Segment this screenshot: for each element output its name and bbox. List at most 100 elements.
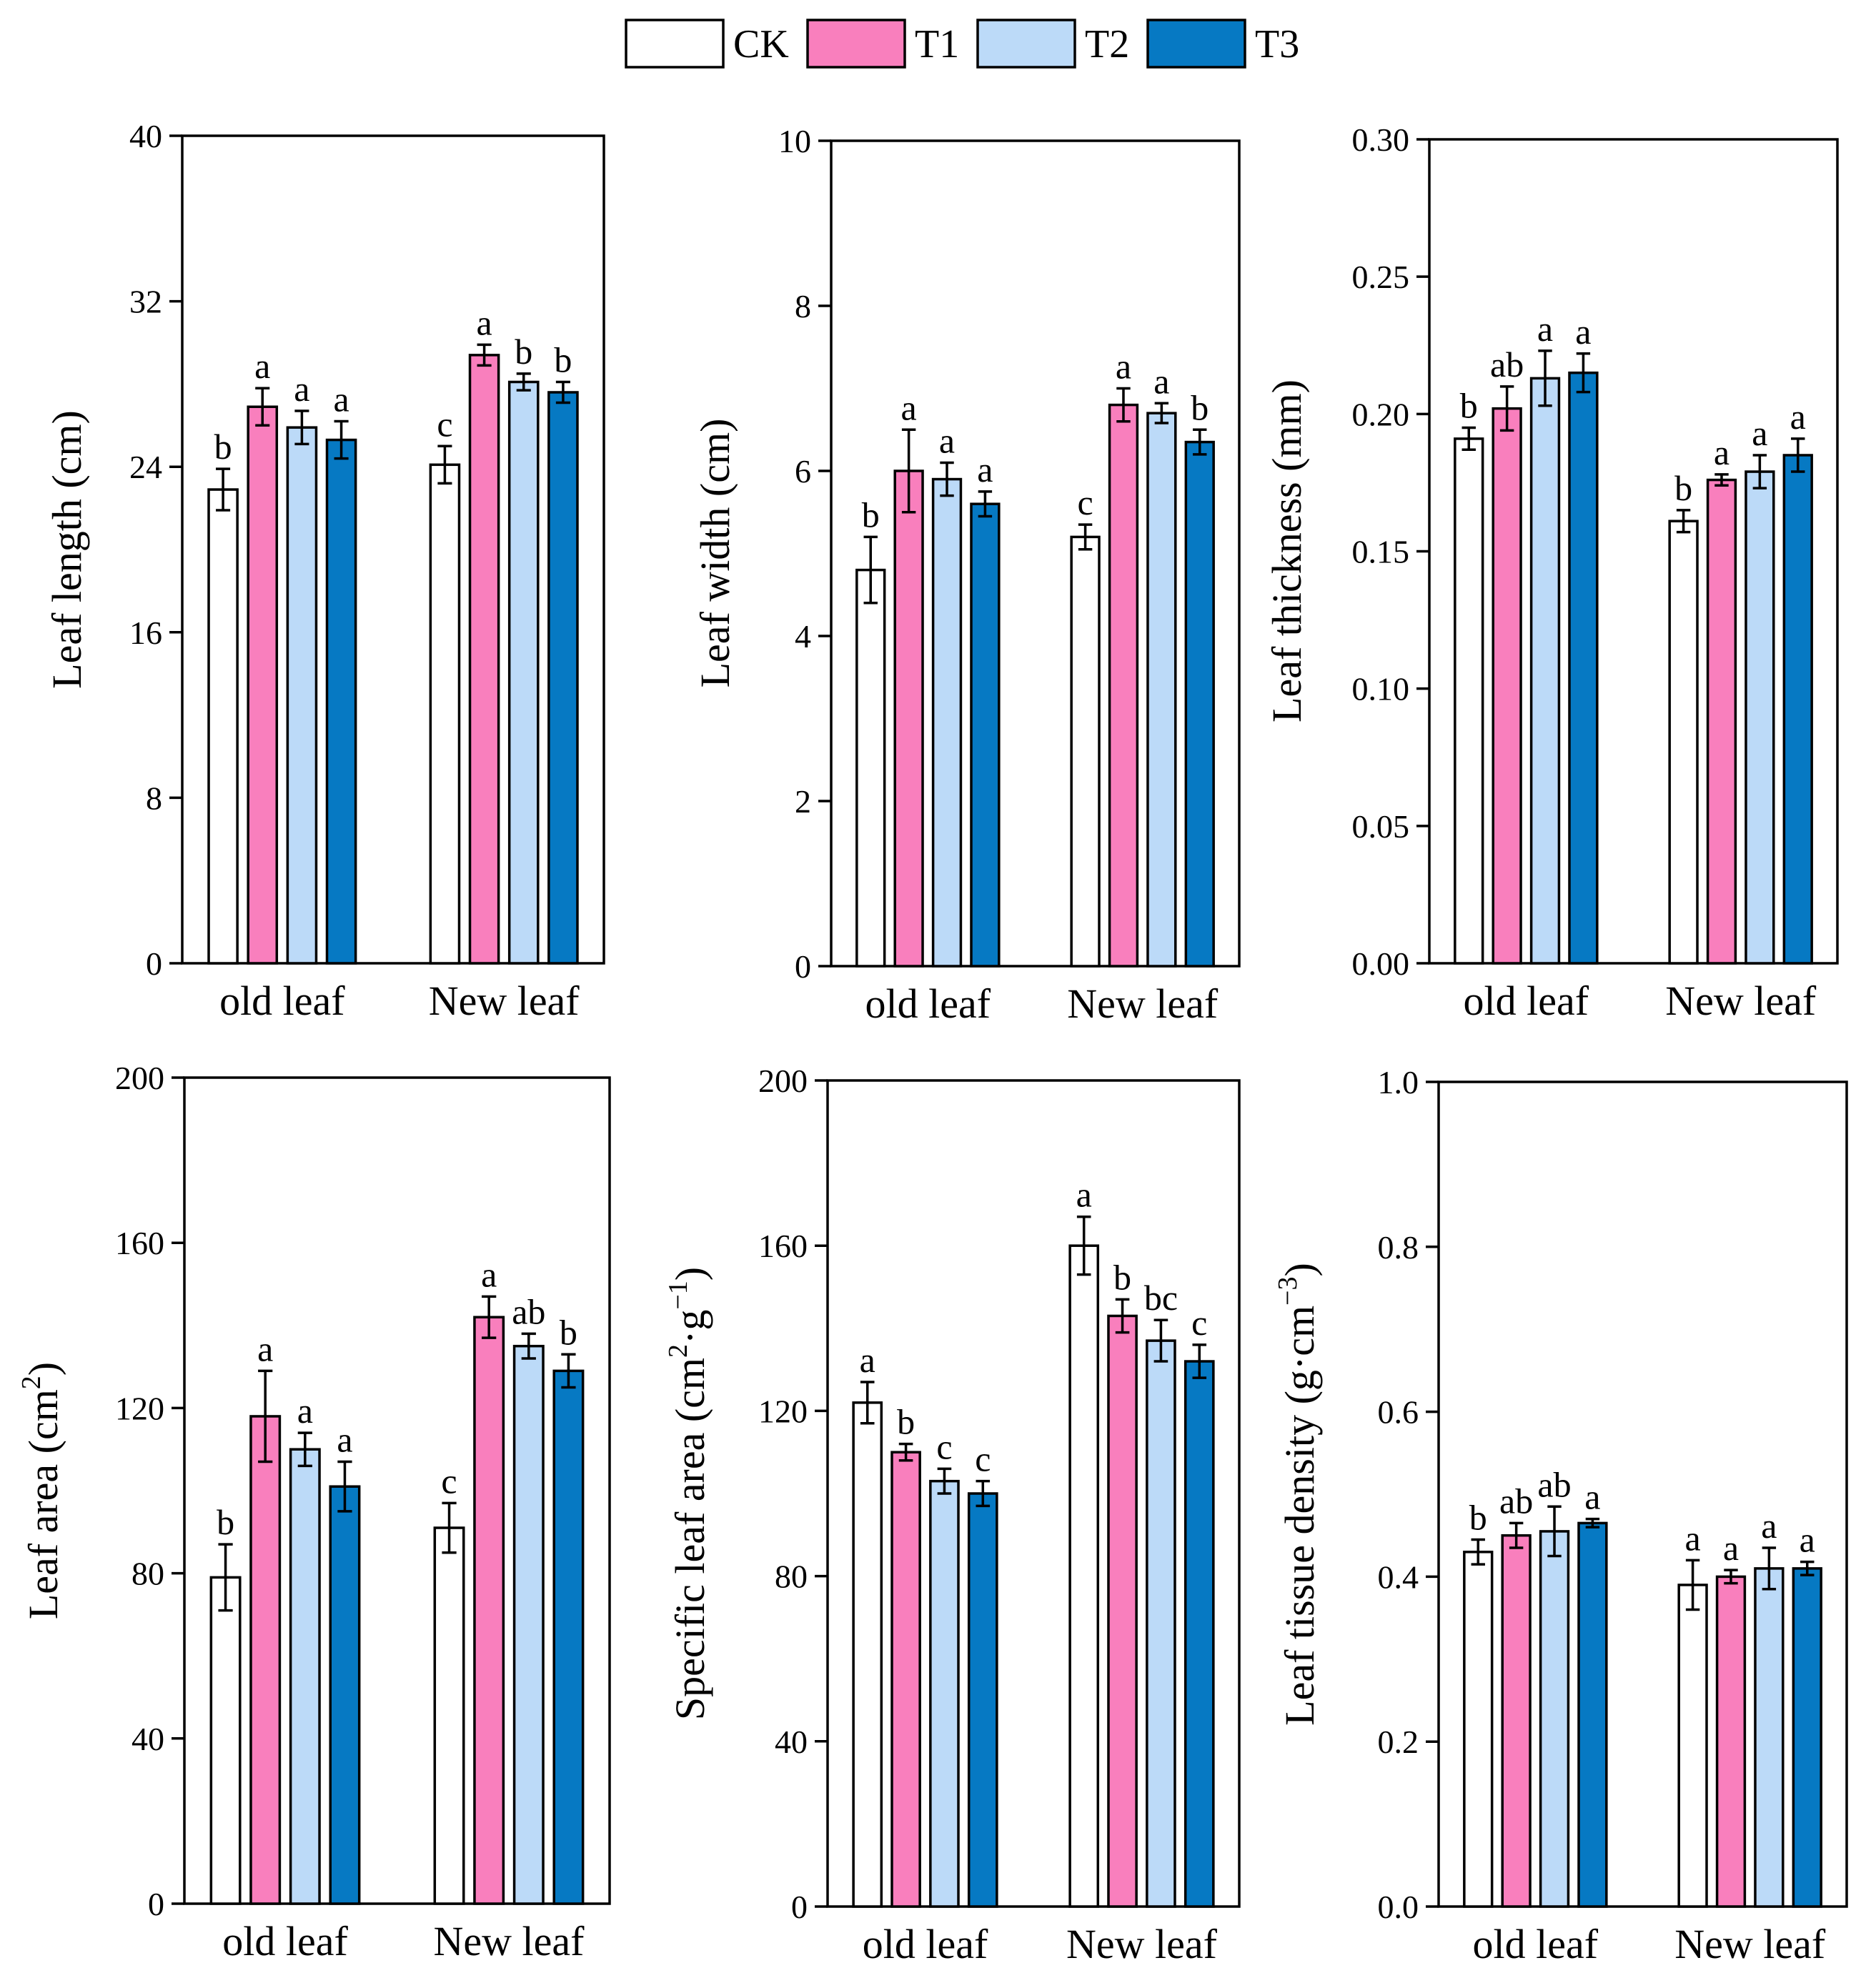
error-bar (1154, 402, 1169, 424)
error-bar (1676, 509, 1691, 534)
category-label: old leaf (1473, 1921, 1599, 1967)
bar-t3 (1568, 371, 1599, 965)
bar-ck (433, 1526, 465, 1905)
category-label: old leaf (219, 978, 345, 1024)
significance-letter: ab (1499, 1481, 1533, 1521)
error-bar (898, 1442, 913, 1462)
significance-letter: a (860, 1340, 875, 1380)
error-bar (1547, 1505, 1562, 1558)
y-tick-label: 6 (795, 453, 811, 489)
bar-ck (1668, 520, 1699, 965)
bar-ck (209, 1576, 242, 1905)
significance-letter: a (901, 387, 917, 427)
y-tick-label: 200 (115, 1060, 164, 1096)
y-tick-label: 0 (148, 1886, 164, 1922)
bar-t3 (547, 391, 579, 965)
bar-t2 (286, 426, 318, 965)
significance-letter: c (1077, 482, 1093, 522)
significance-letter: b (1469, 1497, 1487, 1537)
y-tick-label: 8 (795, 288, 811, 324)
significance-letter: a (1800, 1520, 1815, 1560)
y-tick-label: 4 (795, 618, 811, 655)
error-bar (1076, 1215, 1091, 1276)
significance-letter: b (862, 494, 880, 535)
plot-frame (830, 139, 1241, 968)
significance-letter: a (1714, 432, 1729, 472)
error-bar (1115, 1298, 1130, 1334)
bar-ck (1070, 535, 1101, 968)
y-tick-label: 40 (129, 118, 162, 154)
category-label: New leaf (1674, 1921, 1826, 1967)
bar-t2 (929, 1479, 960, 1908)
error-bar (1685, 1559, 1700, 1611)
y-tick-label: 160 (758, 1228, 808, 1264)
significance-letter: a (1752, 413, 1767, 453)
y-tick-label: 32 (129, 284, 162, 320)
bar-t1 (1715, 1575, 1747, 1908)
y-tick-label: 0.00 (1352, 945, 1410, 982)
y-tick-label: 120 (758, 1393, 808, 1429)
significance-letter: ab (1537, 1464, 1571, 1504)
significance-letter: a (337, 1420, 352, 1460)
significance-letter: ab (512, 1291, 545, 1331)
bar-t1 (1108, 403, 1139, 968)
error-bar (860, 1381, 875, 1425)
error-bar (1576, 352, 1591, 394)
y-tick-label: 0.4 (1378, 1559, 1419, 1595)
plot-frame (181, 134, 605, 965)
legend-label-t2: T2 (1085, 22, 1129, 66)
error-bar (258, 1369, 273, 1463)
y-tick-label: 24 (129, 449, 162, 485)
error-bar (1193, 428, 1207, 456)
error-bar (477, 343, 492, 367)
significance-letter: b (217, 1502, 234, 1542)
bar-t1 (1706, 478, 1737, 965)
error-bar (1724, 1569, 1738, 1585)
y-tick-label: 0 (795, 948, 811, 985)
bar-ck (1454, 437, 1484, 965)
error-bar (978, 490, 993, 518)
y-axis-label: Leaf length (cm) (44, 410, 90, 689)
plot-frame (826, 1079, 1241, 1908)
bar-t2 (1754, 1567, 1785, 1908)
error-bar (1116, 387, 1131, 423)
significance-letter: a (294, 369, 309, 409)
significance-letter: a (1575, 312, 1591, 352)
category-label: New leaf (429, 978, 580, 1024)
significance-letter: a (254, 346, 270, 386)
bar-ck (852, 1401, 883, 1908)
y-axis-label: Leaf tissue density (g·cm−3) (1273, 1263, 1323, 1726)
y-tick-label: 0 (146, 945, 162, 982)
bar-t1 (473, 1316, 505, 1905)
bar-t3 (552, 1369, 585, 1905)
significance-letter: b (560, 1312, 577, 1352)
bar-t1 (247, 405, 279, 965)
error-bar (1791, 437, 1805, 473)
bar-ck (855, 568, 886, 968)
error-bar (555, 380, 570, 404)
plot-frame (183, 1076, 611, 1905)
y-tick-label: 0.20 (1352, 396, 1410, 432)
significance-letter: a (939, 420, 955, 460)
bar-t3 (1792, 1567, 1822, 1908)
significance-letter: c (441, 1461, 457, 1501)
y-tick-label: 0.8 (1378, 1229, 1419, 1266)
category-label: old leaf (222, 1918, 348, 1964)
error-bar (482, 1295, 497, 1339)
bar-t2 (931, 477, 963, 968)
significance-letter: a (1076, 1175, 1092, 1215)
y-tick-label: 80 (775, 1559, 808, 1595)
error-bar (337, 1460, 352, 1513)
bar-ck (1463, 1551, 1494, 1908)
plot-frame (1437, 1080, 1848, 1908)
y-tick-label: 40 (131, 1721, 164, 1757)
bar-t2 (1539, 1530, 1570, 1908)
legend-swatch-t2 (976, 19, 1076, 69)
y-tick-label: 0.15 (1352, 534, 1410, 570)
bar-t3 (1184, 440, 1215, 968)
error-bar (1192, 1343, 1207, 1379)
bar-t1 (1107, 1314, 1138, 1908)
y-axis-label: Specific leaf area (cm2·g−1) (663, 1267, 713, 1720)
significance-letter: c (936, 1426, 952, 1466)
